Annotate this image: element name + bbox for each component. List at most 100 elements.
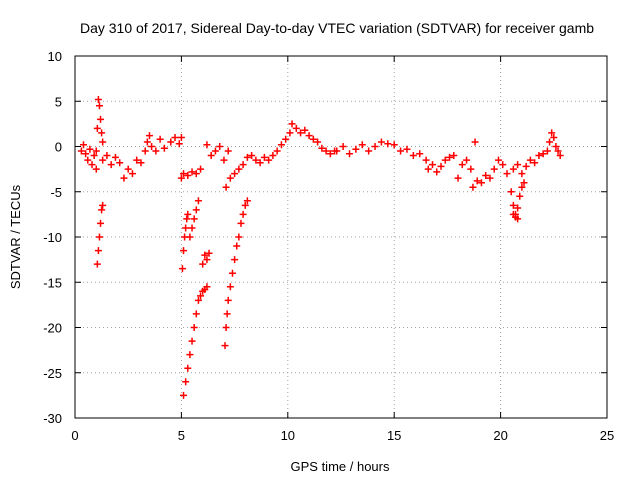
data-point	[184, 211, 191, 218]
data-point	[96, 234, 103, 241]
series-arc-20h	[508, 179, 528, 218]
data-point	[208, 152, 215, 159]
data-point	[459, 161, 466, 168]
data-point	[546, 138, 553, 145]
series-arc-16h	[425, 152, 475, 182]
data-point	[429, 161, 436, 168]
data-point	[178, 134, 185, 141]
data-point	[99, 157, 106, 164]
data-point	[129, 170, 136, 177]
data-point	[372, 143, 379, 150]
y-tick-label: 10	[48, 49, 62, 64]
data-point	[518, 170, 525, 177]
series-arc-6h-top	[203, 141, 231, 163]
data-point	[93, 166, 100, 173]
data-point	[157, 136, 164, 143]
data-point	[223, 184, 230, 191]
data-point	[503, 170, 510, 177]
x-tick-label: 15	[387, 428, 401, 443]
data-point	[98, 206, 105, 213]
data-point	[340, 143, 347, 150]
data-point	[191, 324, 198, 331]
y-tick-label: -15	[43, 275, 62, 290]
data-point	[346, 150, 353, 157]
data-point	[416, 150, 423, 157]
data-point	[152, 148, 159, 155]
data-point	[161, 145, 168, 152]
data-point	[225, 148, 232, 155]
data-point	[193, 206, 200, 213]
data-point	[179, 265, 186, 272]
data-point	[197, 166, 204, 173]
data-point	[216, 143, 223, 150]
data-point	[96, 102, 103, 109]
data-point	[425, 166, 432, 173]
data-point	[510, 166, 517, 173]
series-arc-early-a	[78, 141, 100, 172]
data-point	[108, 161, 115, 168]
data-point	[189, 224, 196, 231]
data-point	[455, 175, 462, 182]
data-point	[95, 247, 102, 254]
series-arc-18h-point	[472, 138, 479, 145]
series-arc-6h	[199, 250, 212, 268]
data-point	[233, 243, 240, 250]
series-arc-5h-deep	[180, 283, 210, 399]
series-arc-10h	[289, 120, 339, 157]
data-point	[223, 324, 230, 331]
data-point	[231, 256, 238, 263]
data-point	[95, 96, 102, 103]
data-point	[80, 141, 87, 148]
data-point	[472, 138, 479, 145]
data-point	[84, 157, 91, 164]
data-point	[384, 140, 391, 147]
data-point	[499, 161, 506, 168]
axis-ticks: 0 5 10 15 20 251050-5-10-15-20-25-30	[43, 49, 614, 443]
data-point	[125, 166, 132, 173]
data-point	[191, 215, 198, 222]
data-point	[146, 132, 153, 139]
data-point	[286, 129, 293, 136]
data-point	[423, 157, 430, 164]
sdtvar-scatter-chart: 0 5 10 15 20 251050-5-10-15-20-25-30 Day 310 …	[0, 0, 640, 480]
x-tick-label: 5	[178, 428, 185, 443]
data-point	[120, 175, 127, 182]
data-point	[97, 220, 104, 227]
data-point	[195, 197, 202, 204]
data-point	[274, 148, 281, 155]
series-arc-22h	[546, 129, 564, 159]
data-point	[224, 310, 231, 317]
data-points	[78, 96, 564, 399]
data-point	[94, 261, 101, 268]
data-point	[94, 125, 101, 132]
data-point	[467, 166, 474, 173]
data-point	[306, 132, 313, 139]
data-point	[293, 125, 300, 132]
series-arc-early-c	[94, 202, 106, 268]
series-arc-7h-deep	[222, 197, 251, 349]
data-point	[391, 141, 398, 148]
data-point	[469, 184, 476, 191]
data-point	[103, 152, 110, 159]
y-tick-label: -20	[43, 321, 62, 336]
data-point	[167, 138, 174, 145]
data-point	[352, 146, 359, 153]
y-tick-label: -5	[50, 185, 62, 200]
data-point	[397, 148, 404, 155]
data-point	[184, 365, 191, 372]
data-point	[433, 168, 440, 175]
data-point	[116, 159, 123, 166]
data-point	[189, 338, 196, 345]
data-point	[144, 138, 151, 145]
y-axis-label: SDTVAR / TECUs	[8, 184, 23, 289]
x-axis-label: GPS time / hours	[291, 459, 390, 474]
data-point	[99, 138, 106, 145]
data-point	[227, 283, 234, 290]
data-point	[495, 157, 502, 164]
y-tick-label: 0	[55, 140, 62, 155]
series-arc-21h	[510, 148, 551, 178]
data-point	[378, 138, 385, 145]
series-arc-early-d	[99, 148, 149, 182]
data-point	[227, 175, 234, 182]
data-point	[97, 116, 104, 123]
